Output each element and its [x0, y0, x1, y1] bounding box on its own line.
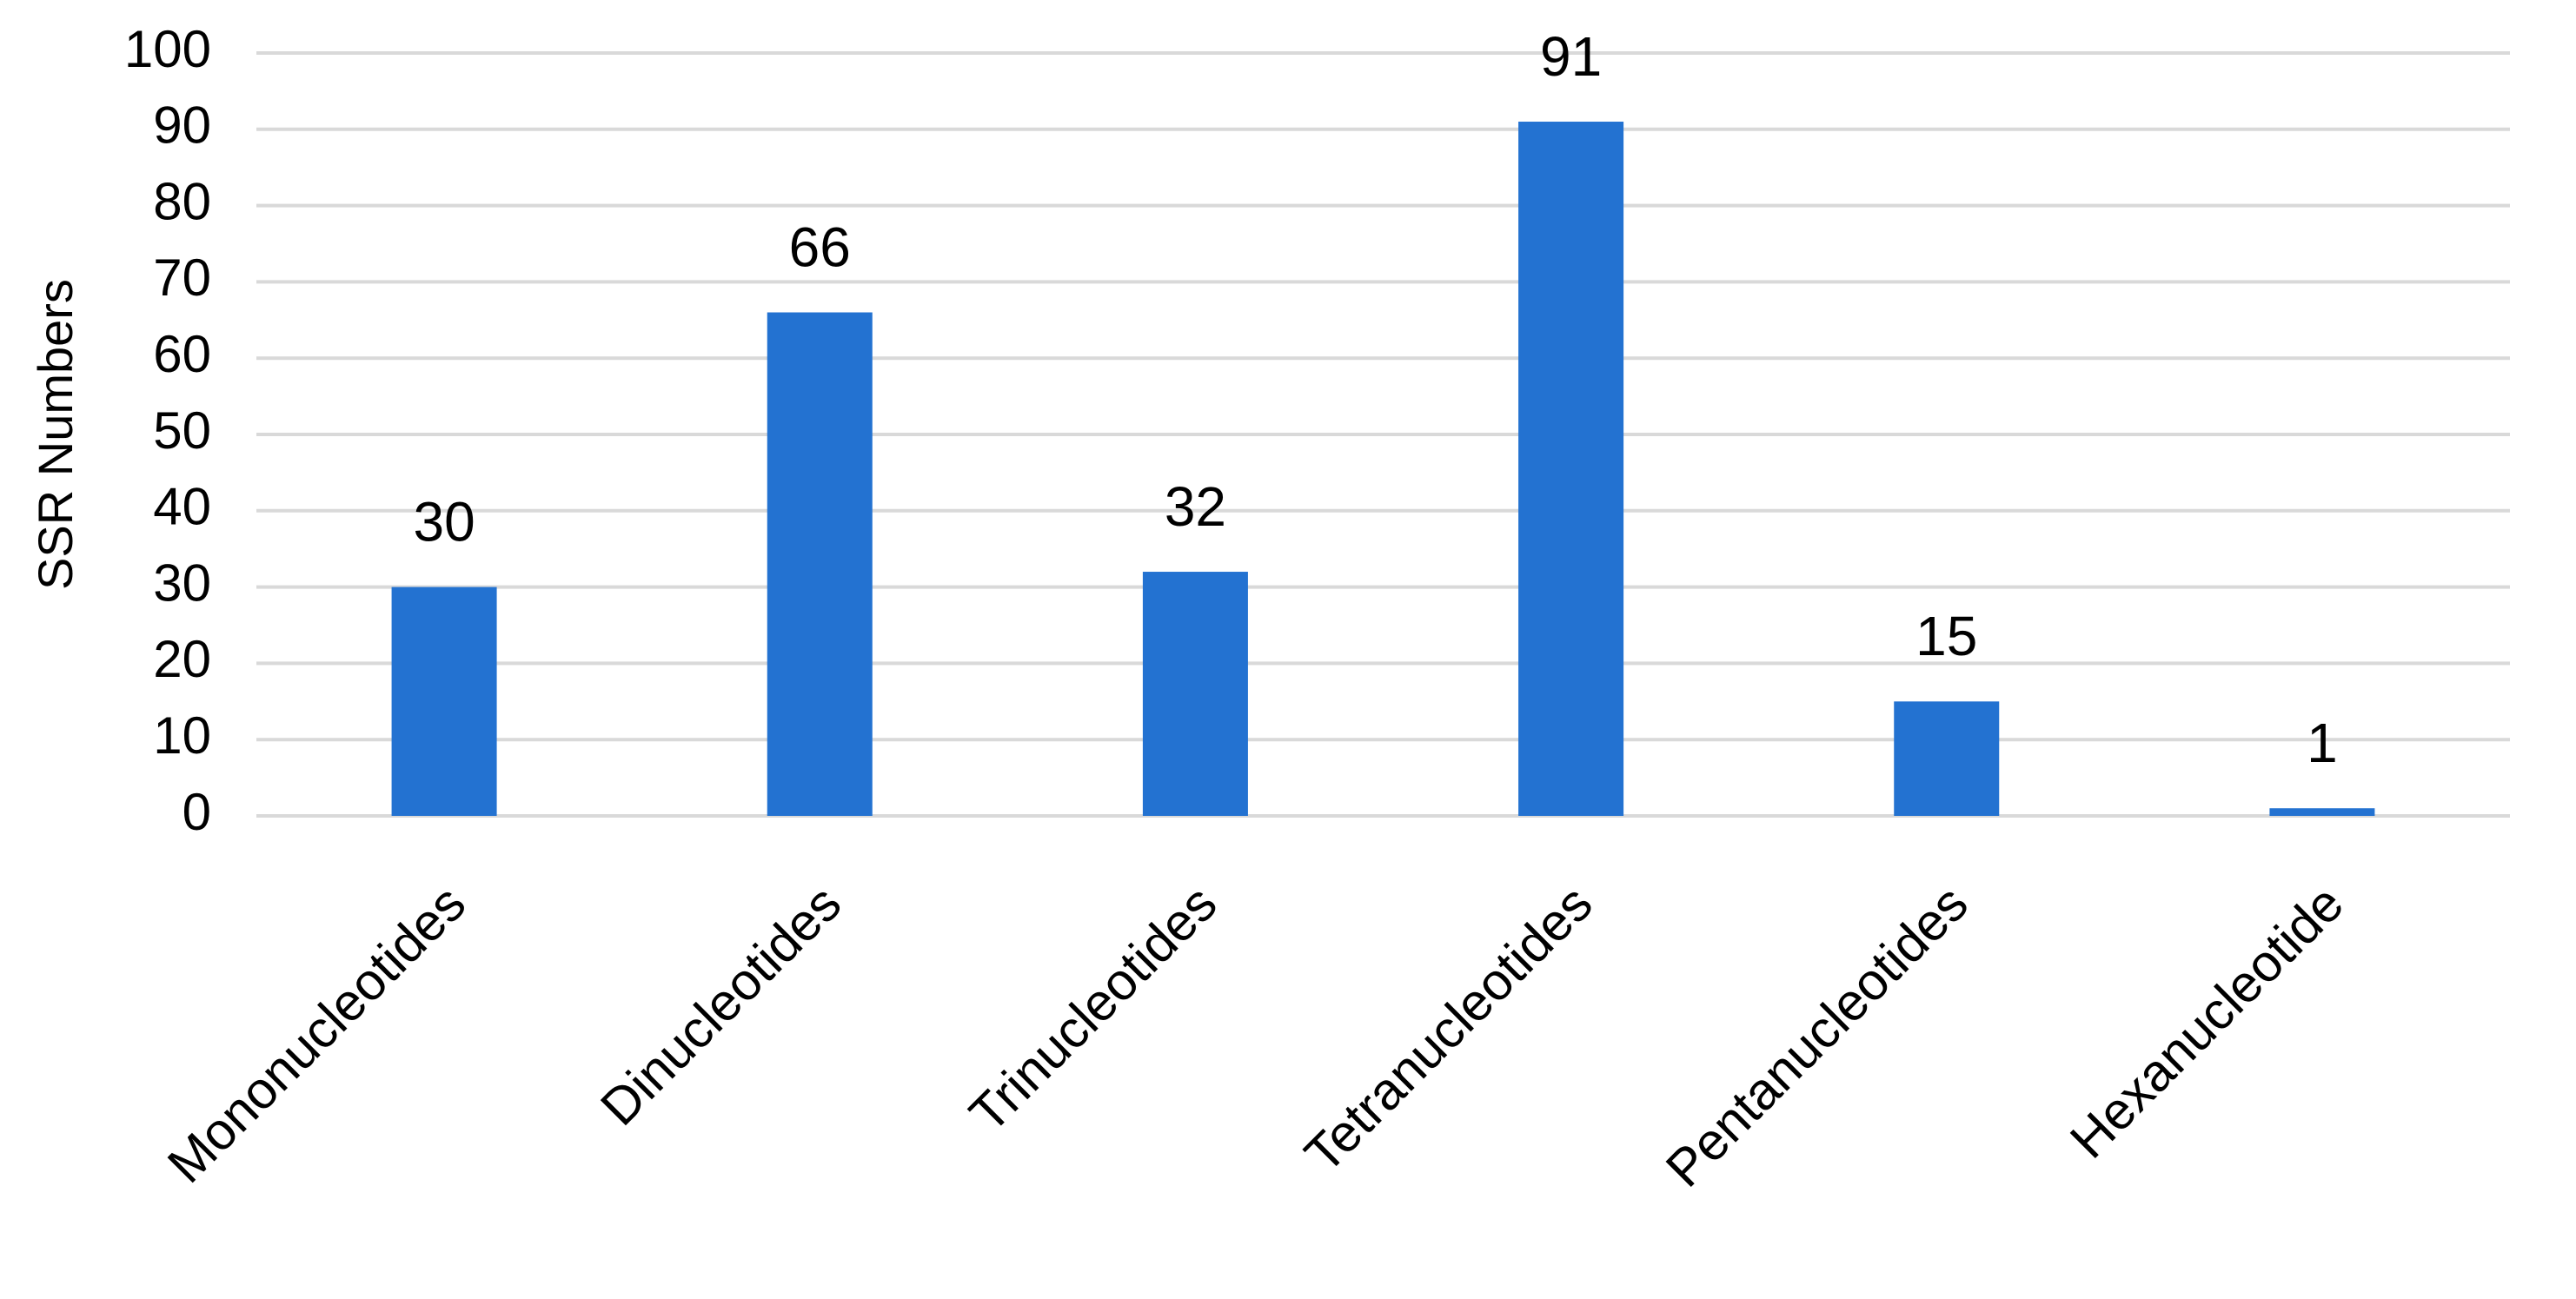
x-tick-label: Mononucleotides	[156, 874, 476, 1194]
y-tick-label: 40	[153, 478, 211, 536]
data-label: 30	[413, 491, 475, 553]
y-tick-label: 20	[153, 630, 211, 688]
bar	[2269, 808, 2375, 816]
y-axis-title: SSR Numbers	[28, 279, 83, 590]
y-tick-label: 0	[183, 783, 211, 841]
x-tick-label: Hexanucleotide	[2059, 874, 2354, 1170]
y-tick-label: 50	[153, 401, 211, 460]
x-tick-label: Trinucleotides	[959, 874, 1228, 1143]
x-tick-label: Dinucleotides	[589, 874, 852, 1137]
x-tick-label: Pentanucleotides	[1655, 874, 1979, 1198]
y-tick-label: 90	[153, 96, 211, 155]
bar	[1142, 572, 1248, 816]
x-tick-label: Tetranucleotides	[1293, 874, 1603, 1183]
data-label: 15	[1915, 605, 1977, 667]
bar	[767, 312, 873, 816]
bar	[1894, 701, 2000, 816]
y-tick-label: 30	[153, 553, 211, 612]
y-tick-label: 60	[153, 325, 211, 383]
data-label: 66	[789, 215, 851, 278]
y-tick-label: 100	[124, 20, 211, 78]
y-tick-label: 80	[153, 172, 211, 230]
bar	[1518, 122, 1624, 816]
y-tick-label: 70	[153, 249, 211, 307]
y-tick-label: 10	[153, 706, 211, 765]
data-label: 32	[1165, 475, 1226, 538]
bar	[391, 587, 497, 816]
data-label: 1	[2307, 712, 2338, 774]
data-label: 91	[1540, 25, 1602, 88]
